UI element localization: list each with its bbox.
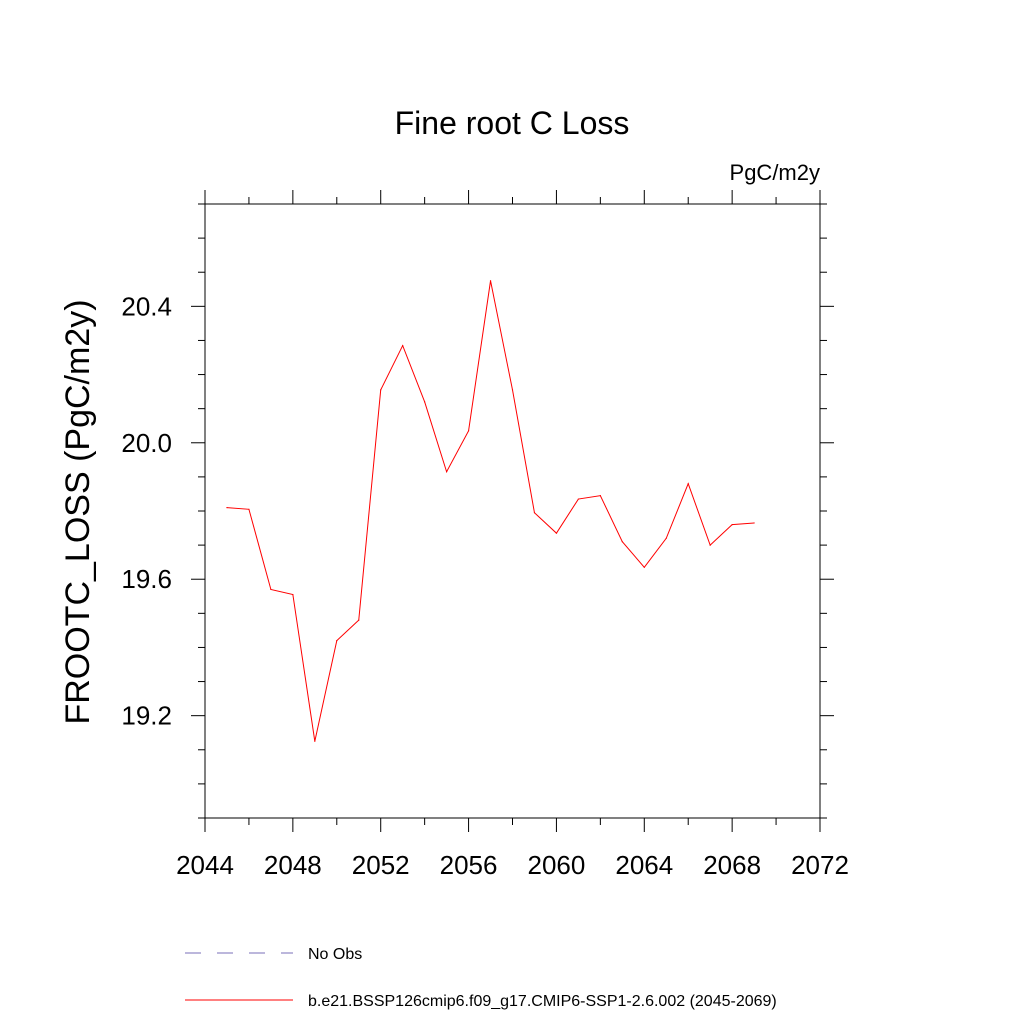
data-point [292, 593, 294, 596]
data-point [511, 389, 514, 391]
data-point [687, 483, 689, 485]
x-tick-label: 2048 [264, 850, 322, 880]
chart-title: Fine root C Loss [395, 105, 630, 141]
data-point [358, 619, 360, 621]
data-point [731, 524, 733, 526]
x-tick-label: 2060 [528, 850, 586, 880]
units-label: PgC/m2y [730, 160, 820, 185]
data-point [709, 544, 711, 546]
legend: No Obs b.e21.BSSP126cmip6.f09_g17.CMIP6-S… [185, 946, 777, 1010]
x-tick-label: 2068 [703, 850, 761, 880]
axis-ticks [191, 190, 834, 832]
data-point [314, 740, 316, 742]
data-point [424, 401, 426, 403]
y-tick-label: 19.2 [121, 701, 172, 731]
data-point [665, 537, 667, 539]
x-tick-label: 2072 [791, 850, 849, 880]
data-point [467, 430, 470, 432]
y-tick-label: 20.4 [121, 291, 172, 321]
y-tick-label: 19.6 [121, 564, 172, 594]
data-point [753, 522, 755, 524]
data-point [577, 498, 579, 500]
plot-frame [204, 203, 821, 819]
data-point [621, 541, 623, 543]
x-tick-label: 2064 [615, 850, 673, 880]
x-tick-label: 2052 [352, 850, 410, 880]
series-lines [226, 280, 755, 742]
data-point [446, 471, 448, 473]
data-point [226, 506, 228, 509]
series-line [226, 280, 755, 742]
data-point [270, 588, 272, 591]
data-point [599, 495, 601, 497]
data-point [336, 640, 338, 642]
data-point [402, 344, 404, 347]
data-point [380, 389, 382, 391]
legend-label: No Obs [308, 946, 362, 963]
data-point [489, 280, 492, 282]
data-point [248, 508, 250, 510]
legend-label: b.e21.BSSP126cmip6.f09_g17.CMIP6-SSP1-2.… [308, 993, 777, 1010]
y-tick-label: 20.0 [121, 428, 172, 458]
tick-labels: 2044 2048 2052 2056 2060 2064 2068 2072 19.2 19.6… [121, 291, 849, 880]
data-point [643, 566, 645, 568]
x-tick-label: 2044 [176, 850, 234, 880]
data-point [555, 532, 558, 534]
data-point [533, 512, 536, 514]
x-tick-label: 2056 [440, 850, 498, 880]
y-axis-label: FROOTC_LOSS (PgC/m2y) [59, 299, 97, 724]
